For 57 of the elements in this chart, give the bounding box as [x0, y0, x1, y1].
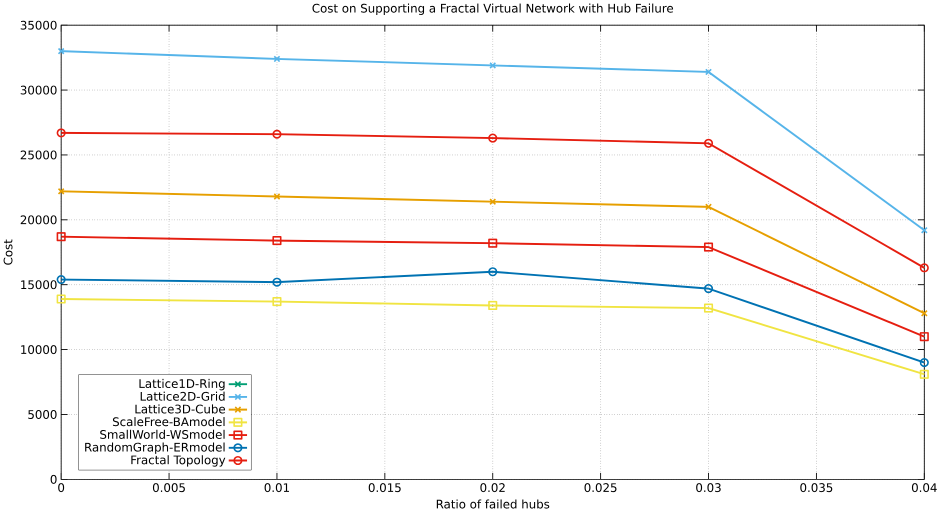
point [489, 198, 496, 206]
point [56, 232, 66, 242]
point [488, 267, 498, 276]
point [920, 226, 928, 234]
point [705, 203, 712, 210]
x-tick-label: 0.035 [800, 483, 832, 492]
point [489, 62, 496, 69]
point [56, 128, 66, 138]
point [488, 238, 498, 248]
x-tick-label: 0.01 [264, 483, 289, 492]
point [58, 188, 65, 195]
y-tick-label: 30000 [20, 86, 57, 94]
legend-label: Lattice1D-Ring [139, 378, 225, 390]
x-axis-title: Ratio of failed hubs [436, 499, 550, 509]
point [272, 236, 282, 246]
y-tick-label: 20000 [20, 215, 57, 224]
point [273, 192, 280, 200]
legend-label: RandomGraph-ERmodel [85, 442, 225, 454]
point [273, 55, 280, 62]
y-tick-label: 25000 [20, 150, 57, 160]
x-tick-label: 0.04 [912, 483, 937, 492]
point [56, 294, 66, 304]
x-tick-label: 0 [58, 483, 64, 492]
legend-label: ScaleFree-BAmodel [112, 417, 225, 426]
point [272, 130, 282, 139]
point [920, 310, 928, 317]
y-tick-label: 35000 [20, 20, 57, 30]
y-axis-title: Cost [4, 239, 12, 265]
point [488, 300, 498, 310]
y-tick-label: 10000 [21, 345, 57, 354]
point [56, 274, 66, 284]
point [704, 303, 714, 313]
legend-label: Lattice3D-Cube [135, 404, 226, 414]
legend-label: Lattice2D-Grid [140, 392, 225, 401]
y-tick-label: 15000 [21, 280, 57, 290]
x-tick-label: 0.005 [152, 483, 185, 492]
x-tick-label: 0.025 [584, 483, 616, 492]
point [920, 332, 929, 342]
point [272, 296, 282, 306]
point [272, 278, 282, 287]
y-tick-label: 5000 [28, 410, 57, 419]
x-tick-label: 0.03 [696, 483, 721, 492]
point [920, 370, 929, 379]
legend-label: Fractal Topology [131, 455, 226, 467]
legend-label: SmallWorld-WSmodel [100, 430, 225, 439]
chart-title: Cost on Supporting a Fractal Virtual Network with Hub Failure [312, 4, 674, 15]
point [705, 68, 712, 76]
x-tick-label: 0.02 [480, 483, 505, 492]
point [704, 242, 714, 252]
point [488, 133, 498, 143]
point [920, 358, 929, 368]
y-tick-label: 0 [50, 474, 57, 484]
point [704, 138, 714, 148]
point [58, 48, 65, 55]
point [920, 263, 929, 272]
point [704, 284, 714, 294]
x-tick-label: 0.015 [368, 483, 401, 492]
